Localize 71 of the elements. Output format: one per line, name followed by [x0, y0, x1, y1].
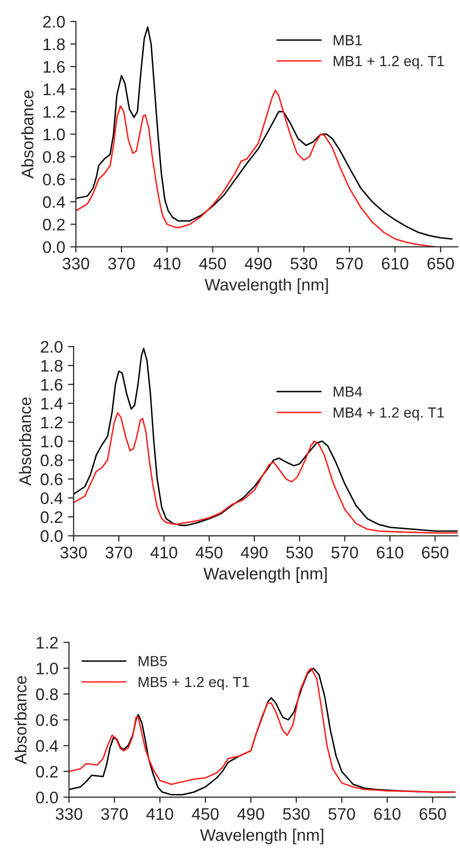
y-tick-label: 1.2: [44, 106, 65, 118]
y-tick-label: 0.6: [42, 174, 65, 186]
y-tick-label: 1.4: [41, 398, 63, 410]
x-tick-label: 370: [101, 808, 128, 820]
y-tick-label: 0.0: [36, 792, 58, 804]
x-tick-label: 570: [331, 546, 358, 558]
x-tick-label: 530: [290, 258, 318, 270]
x-tick-label: 370: [108, 258, 135, 270]
y-tick-label: 1.2: [36, 636, 58, 648]
x-tick-label: 450: [196, 546, 222, 558]
line-series: [76, 90, 436, 247]
y-tick-label: 0.4: [40, 492, 63, 504]
y-tick-label: 0.6: [40, 473, 62, 486]
line-series: [74, 348, 458, 532]
x-tick-label: 490: [244, 258, 272, 270]
x-tick-label: 650: [428, 258, 454, 270]
y-tick-label: 1.4: [44, 84, 65, 96]
x-tick-label: 450: [192, 808, 219, 820]
legend-label: MB5 + 1.2 eq. T1: [138, 676, 249, 690]
y-tick-label: 0.2: [36, 766, 58, 778]
legend-label: MB1 + 1.2 eq. T1: [334, 56, 444, 70]
x-tick-label: 450: [199, 258, 226, 270]
y-axis-title: Absorbance: [18, 397, 32, 486]
y-tick-label: 1.0: [44, 128, 65, 140]
y-tick-label: 0.4: [42, 196, 65, 208]
y-tick-label: 1.0: [36, 662, 58, 674]
y-tick-label: 0.0: [40, 530, 63, 542]
legend-label: MB4 + 1.2 eq. T1: [334, 407, 444, 421]
y-tick-label: 0.2: [42, 218, 65, 230]
y-axis-title: Absorbance: [14, 676, 27, 764]
x-tick-label: 490: [237, 808, 264, 820]
x-tick-label: 570: [328, 808, 356, 820]
x-tick-label: 410: [150, 546, 178, 558]
x-tick-label: 570: [336, 258, 363, 270]
x-tick-label: 370: [106, 546, 132, 558]
y-tick-label: 1.8: [44, 38, 65, 50]
y-tick-label: 0.8: [40, 454, 62, 466]
y-tick-label: 0.8: [42, 151, 65, 163]
y-tick-label: 1.6: [41, 378, 62, 391]
x-tick-label: 330: [60, 546, 87, 558]
legend-label: MB1: [334, 35, 362, 46]
x-tick-label: 530: [283, 808, 310, 820]
y-axis-title: Absorbance: [21, 90, 34, 179]
x-tick-label: 650: [422, 546, 448, 558]
x-tick-label: 490: [240, 546, 268, 558]
legend-label: MB4: [334, 386, 362, 397]
x-axis-title: Wavelength [nm]: [200, 828, 324, 844]
y-tick-label: 0.2: [40, 511, 62, 524]
x-tick-label: 610: [376, 546, 404, 558]
y-tick-label: 1.2: [41, 416, 62, 428]
y-tick-label: 1.6: [44, 60, 65, 73]
x-tick-label: 610: [382, 258, 408, 270]
y-tick-label: 0.0: [42, 241, 65, 254]
x-axis-title: Wavelength [nm]: [204, 278, 328, 294]
y-tick-label: 0.8: [36, 688, 58, 700]
x-tick-label: 410: [154, 258, 180, 270]
y-tick-label: 0.6: [36, 714, 58, 726]
x-axis-title: Wavelength [nm]: [204, 567, 327, 583]
x-tick-label: 610: [374, 808, 400, 820]
x-tick-label: 330: [56, 808, 82, 820]
line-series: [76, 26, 453, 240]
y-tick-label: 2.0: [40, 340, 63, 353]
y-tick-label: 1.0: [41, 436, 63, 448]
x-tick-label: 650: [420, 808, 446, 820]
legend-label: MB5: [138, 656, 167, 666]
x-tick-label: 330: [62, 258, 90, 270]
y-tick-label: 1.8: [41, 360, 62, 372]
x-tick-label: 530: [286, 546, 313, 558]
y-tick-label: 2.0: [43, 16, 65, 28]
x-tick-label: 410: [146, 808, 174, 820]
y-tick-label: 0.4: [36, 740, 58, 752]
